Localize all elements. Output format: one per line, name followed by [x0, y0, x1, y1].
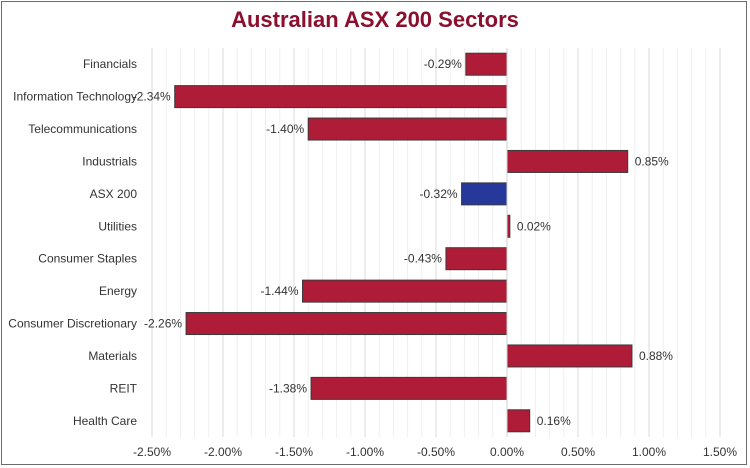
category-label: Information Technology [13, 90, 137, 104]
category-label: ASX 200 [90, 187, 138, 201]
data-label: -1.44% [260, 284, 298, 298]
bar [506, 149, 629, 173]
x-tick-label: -2.00% [204, 445, 242, 459]
category-label: Utilities [98, 219, 137, 233]
bar [461, 182, 508, 206]
bar [310, 376, 508, 400]
bar [506, 409, 531, 433]
category-label: Consumer Staples [38, 252, 137, 266]
bar [174, 85, 508, 109]
category-label: Industrials [82, 154, 137, 168]
data-label: -1.40% [266, 122, 304, 136]
category-label: Telecommunications [28, 122, 137, 136]
category-label: Financials [83, 57, 137, 71]
data-label: -0.29% [424, 57, 462, 71]
x-tick-label: -1.50% [275, 445, 313, 459]
category-label: Consumer Discretionary [8, 317, 137, 331]
data-label: -0.32% [420, 187, 458, 201]
data-label: 0.88% [639, 349, 673, 363]
category-label: Materials [88, 349, 137, 363]
bar [506, 344, 633, 368]
category-label: REIT [110, 381, 138, 395]
x-tick-label: -0.50% [417, 445, 455, 459]
category-label: Health Care [73, 414, 137, 428]
bar [185, 312, 508, 336]
bar [445, 247, 508, 271]
data-label: -0.43% [404, 252, 442, 266]
x-tick-label: 0.50% [561, 445, 595, 459]
data-label: 0.02% [517, 219, 551, 233]
x-tick-label: 1.00% [632, 445, 666, 459]
x-tick-label: -1.00% [346, 445, 384, 459]
bar [307, 117, 508, 141]
x-tick-label: 0.00% [490, 445, 524, 459]
x-tick-label: 1.50% [703, 445, 737, 459]
x-tick-label: -2.50% [133, 445, 171, 459]
chart-title: Australian ASX 200 Sectors [231, 7, 519, 32]
data-label: -2.26% [144, 317, 182, 331]
data-label: -2.34% [133, 90, 171, 104]
data-label: -1.38% [269, 381, 307, 395]
data-label: 0.85% [635, 154, 669, 168]
bar [302, 279, 508, 303]
category-label: Energy [99, 284, 137, 298]
bar [465, 52, 508, 76]
data-label: 0.16% [537, 414, 571, 428]
